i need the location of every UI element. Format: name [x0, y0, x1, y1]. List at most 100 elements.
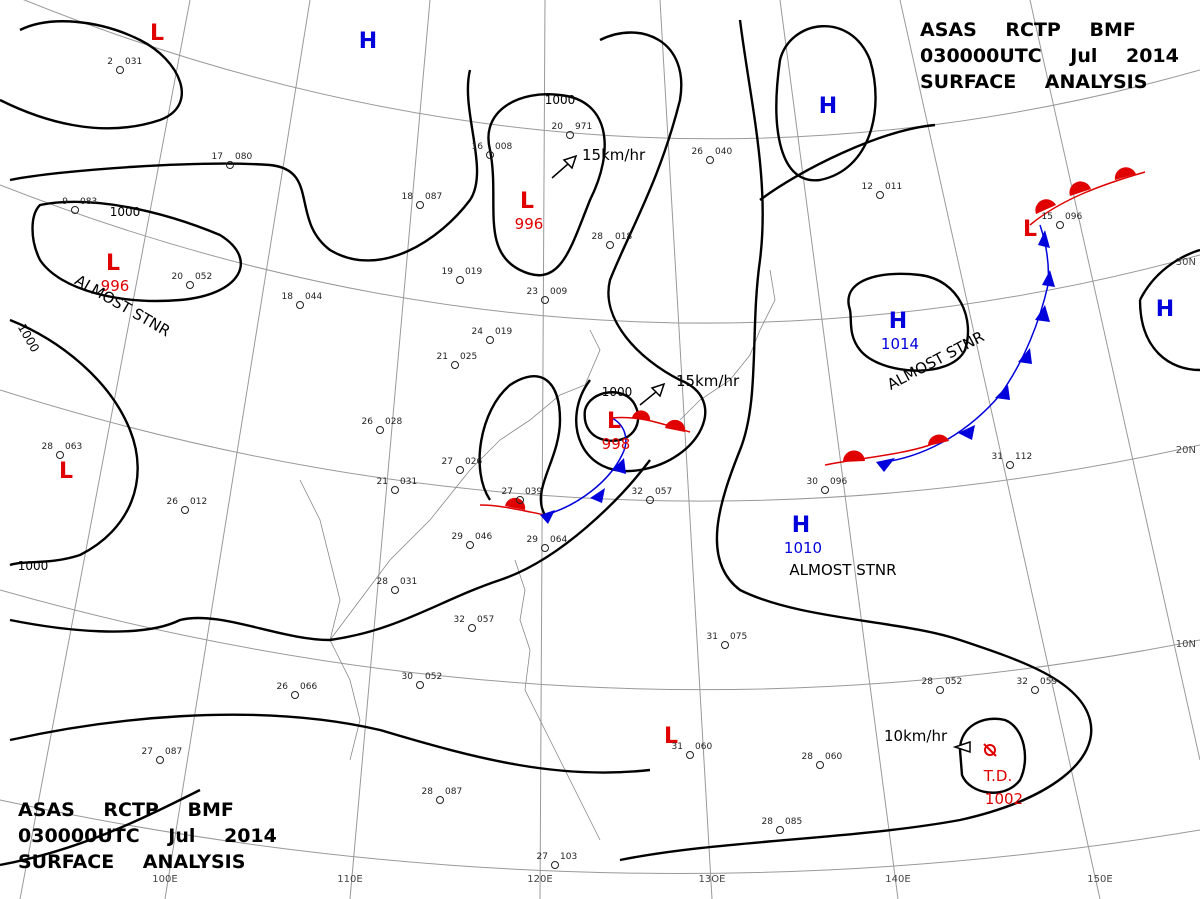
station-pressure: 087 — [445, 787, 462, 797]
station-plot: 28 052 — [922, 677, 962, 694]
station-pressure: 087 — [165, 747, 182, 757]
station-pressure: 075 — [730, 632, 747, 642]
station-circle — [456, 466, 464, 474]
station-plot: 28 018 — [592, 232, 632, 249]
pressure-center: L — [607, 409, 621, 434]
station-circle — [391, 586, 399, 594]
station-temperature: 26 — [167, 497, 179, 507]
station-pressure: 083 — [80, 197, 97, 207]
pressure-center: L — [59, 459, 73, 484]
station-plot: 28 060 — [802, 752, 842, 769]
station-circle — [821, 486, 829, 494]
station-circle — [456, 276, 464, 284]
station-temperature: 17 — [212, 152, 223, 162]
station-pressure: 052 — [425, 672, 442, 682]
station-pressure: 019 — [465, 267, 482, 277]
station-temperature: 31 — [992, 452, 1003, 462]
station-temperature: 31 — [707, 632, 718, 642]
station-plot: 26 066 — [277, 682, 317, 699]
station-pressure: 025 — [460, 352, 477, 362]
station-pressure: 046 — [475, 532, 492, 542]
station-plot: 30 096 — [807, 477, 847, 494]
header-line: ASAS RCTP BMF — [18, 799, 234, 821]
isobar-label: 1000 — [18, 559, 49, 573]
station-circle — [416, 681, 424, 689]
station-pressure: 052 — [945, 677, 962, 687]
station-temperature: 9 — [62, 197, 68, 207]
station-plot: 2 031 — [107, 57, 142, 74]
station-circle — [486, 336, 494, 344]
station-plot: 32 057 — [632, 487, 672, 504]
station-temperature: 15 — [1042, 212, 1053, 222]
station-pressure: 063 — [65, 442, 82, 452]
station-pressure: 059 — [1040, 677, 1057, 687]
station-temperature: 18 — [282, 292, 294, 302]
station-plot: 23 009 — [527, 287, 567, 304]
station-temperature: 23 — [527, 287, 538, 297]
station-circle — [1056, 221, 1064, 229]
station-plot: 28 087 — [422, 787, 462, 804]
station-circle — [416, 201, 424, 209]
header-line: 030000UTC Jul 2014 — [920, 45, 1179, 67]
station-temperature: 16 — [472, 142, 484, 152]
station-pressure: 040 — [715, 147, 732, 157]
station-plot: 31 060 — [672, 742, 712, 759]
station-plot: 31 112 — [992, 452, 1032, 469]
station-circle — [876, 191, 884, 199]
station-temperature: 20 — [552, 122, 564, 132]
pressure-center: H — [359, 29, 377, 54]
station-temperature: 28 — [922, 677, 934, 687]
station-pressure: 103 — [560, 852, 577, 862]
pressure-center: L — [1023, 217, 1037, 242]
station-plot: 20 971 — [552, 122, 592, 139]
station-pressure: 031 — [400, 477, 417, 487]
station-circle — [706, 156, 714, 164]
station-circle — [936, 686, 944, 694]
longitude-label: 150E — [1087, 874, 1112, 885]
station-circle — [1006, 461, 1014, 469]
station-plot: 27 026 — [442, 457, 482, 474]
station-circle — [721, 641, 729, 649]
station-plot: 26 040 — [692, 147, 732, 164]
station-plot: 26 028 — [362, 417, 402, 434]
station-plot: 29 046 — [452, 532, 492, 549]
station-temperature: 2 — [107, 57, 113, 67]
station-temperature: 30 — [807, 477, 819, 487]
station-plot: 32 059 — [1017, 677, 1057, 694]
station-pressure: 031 — [125, 57, 142, 67]
station-pressure: 057 — [477, 615, 494, 625]
central-pressure: 1014 — [881, 335, 919, 353]
station-temperature: 28 — [377, 577, 389, 587]
station-circle — [466, 541, 474, 549]
station-temperature: 32 — [632, 487, 643, 497]
station-circle — [186, 281, 194, 289]
station-temperature: 27 — [537, 852, 548, 862]
pressure-center: L — [106, 251, 120, 276]
station-plot: 24 019 — [472, 327, 512, 344]
station-circle — [551, 861, 559, 869]
header-line: SURFACE ANALYSIS — [920, 71, 1147, 93]
station-circle — [816, 761, 824, 769]
station-pressure: 112 — [1015, 452, 1032, 462]
longitude-label: 100E — [152, 874, 177, 885]
station-temperature: 31 — [672, 742, 683, 752]
station-plot: 31 075 — [707, 632, 747, 649]
station-temperature: 26 — [362, 417, 374, 427]
station-temperature: 29 — [452, 532, 464, 542]
station-plot: 26 012 — [167, 497, 207, 514]
coastlines — [299, 269, 776, 841]
station-pressure: 052 — [195, 272, 212, 282]
latitude-label: 30N — [1176, 257, 1196, 268]
station-temperature: 32 — [454, 615, 465, 625]
station-pressure: 044 — [305, 292, 322, 302]
station-circle — [391, 486, 399, 494]
station-pressure: 039 — [525, 487, 542, 497]
isobars — [0, 19, 1200, 867]
station-plot: 32 057 — [454, 615, 494, 632]
station-plot: 16 008 — [472, 142, 512, 159]
station-plot: 18 087 — [402, 192, 442, 209]
station-plot: 29 064 — [527, 535, 567, 552]
station-temperature: 19 — [442, 267, 454, 277]
station-temperature: 24 — [472, 327, 484, 337]
